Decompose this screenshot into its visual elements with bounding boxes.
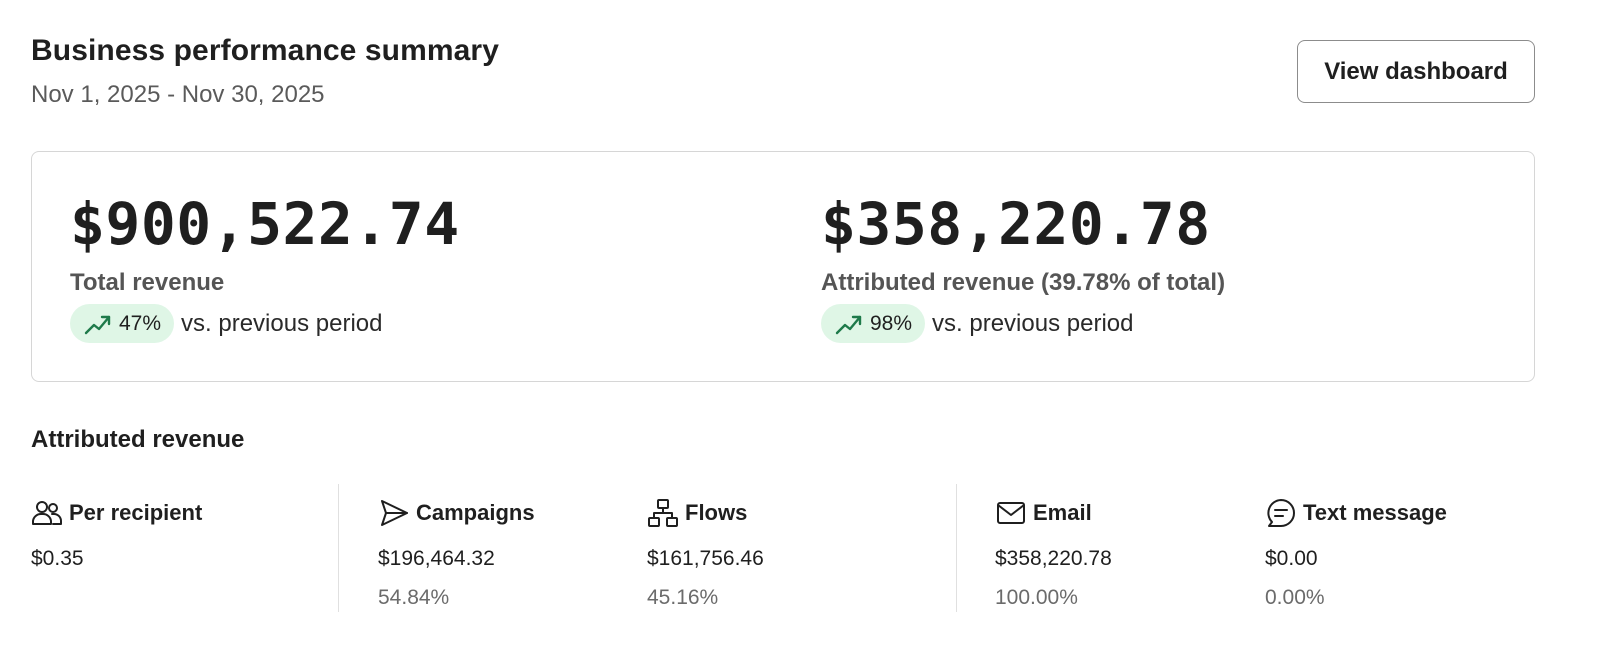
people-icon — [31, 497, 63, 529]
column-divider — [338, 484, 339, 612]
total-revenue-value: $900,522.74 — [70, 190, 460, 258]
total-revenue-label: Total revenue — [70, 269, 225, 296]
trend-suffix: vs. previous period — [932, 309, 1134, 337]
total-revenue-trend: 47% vs. previous period — [70, 304, 382, 343]
column-value: $358,220.78 — [995, 547, 1112, 570]
column-value: $0.00 — [1265, 547, 1318, 570]
column-label: Email — [1033, 500, 1092, 525]
chat-icon — [1265, 497, 1297, 529]
trend-value: 47% — [119, 311, 162, 335]
section-title: Attributed revenue — [31, 426, 245, 453]
attributed-revenue-trend: 98% vs. previous period — [821, 304, 1133, 343]
column-label: Campaigns — [416, 500, 535, 525]
column-percent: 0.00% — [1265, 586, 1325, 609]
page-title: Business performance summary — [31, 34, 499, 67]
metric-flows: Flows $161,756.46 45.16% — [647, 497, 764, 609]
column-percent: 45.16% — [647, 586, 719, 609]
trending-up-icon — [835, 315, 862, 334]
column-value: $161,756.46 — [647, 547, 764, 570]
email-icon — [995, 497, 1027, 529]
metric-campaigns: Campaigns $196,464.32 54.84% — [378, 497, 535, 609]
date-range: Nov 1, 2025 - Nov 30, 2025 — [31, 81, 325, 108]
summary-card: $900,522.74 Total revenue 47% vs. previo… — [31, 151, 1535, 382]
trend-suffix: vs. previous period — [181, 309, 383, 337]
column-label: Flows — [685, 500, 748, 525]
column-percent: 100.00% — [995, 586, 1078, 609]
trending-up-icon — [84, 315, 111, 334]
column-divider — [956, 484, 957, 612]
send-icon — [378, 497, 410, 529]
column-label: Per recipient — [69, 500, 203, 525]
column-label: Text message — [1303, 500, 1447, 525]
flow-icon — [647, 497, 679, 529]
metric-email: Email $358,220.78 100.00% — [995, 497, 1112, 609]
view-dashboard-button[interactable]: View dashboard — [1297, 40, 1535, 103]
column-percent: 54.84% — [378, 586, 450, 609]
attributed-revenue-label: Attributed revenue (39.78% of total) — [821, 269, 1226, 296]
metric-text-message: Text message $0.00 0.00% — [1265, 497, 1447, 609]
trend-badge: 47% — [70, 304, 175, 343]
column-value: $196,464.32 — [378, 547, 495, 570]
trend-value: 98% — [870, 311, 913, 335]
metric-per-recipient: Per recipient $0.35 — [31, 497, 203, 570]
column-value: $0.35 — [31, 547, 84, 570]
attributed-revenue-value: $358,220.78 — [821, 190, 1211, 258]
trend-badge: 98% — [821, 304, 926, 343]
